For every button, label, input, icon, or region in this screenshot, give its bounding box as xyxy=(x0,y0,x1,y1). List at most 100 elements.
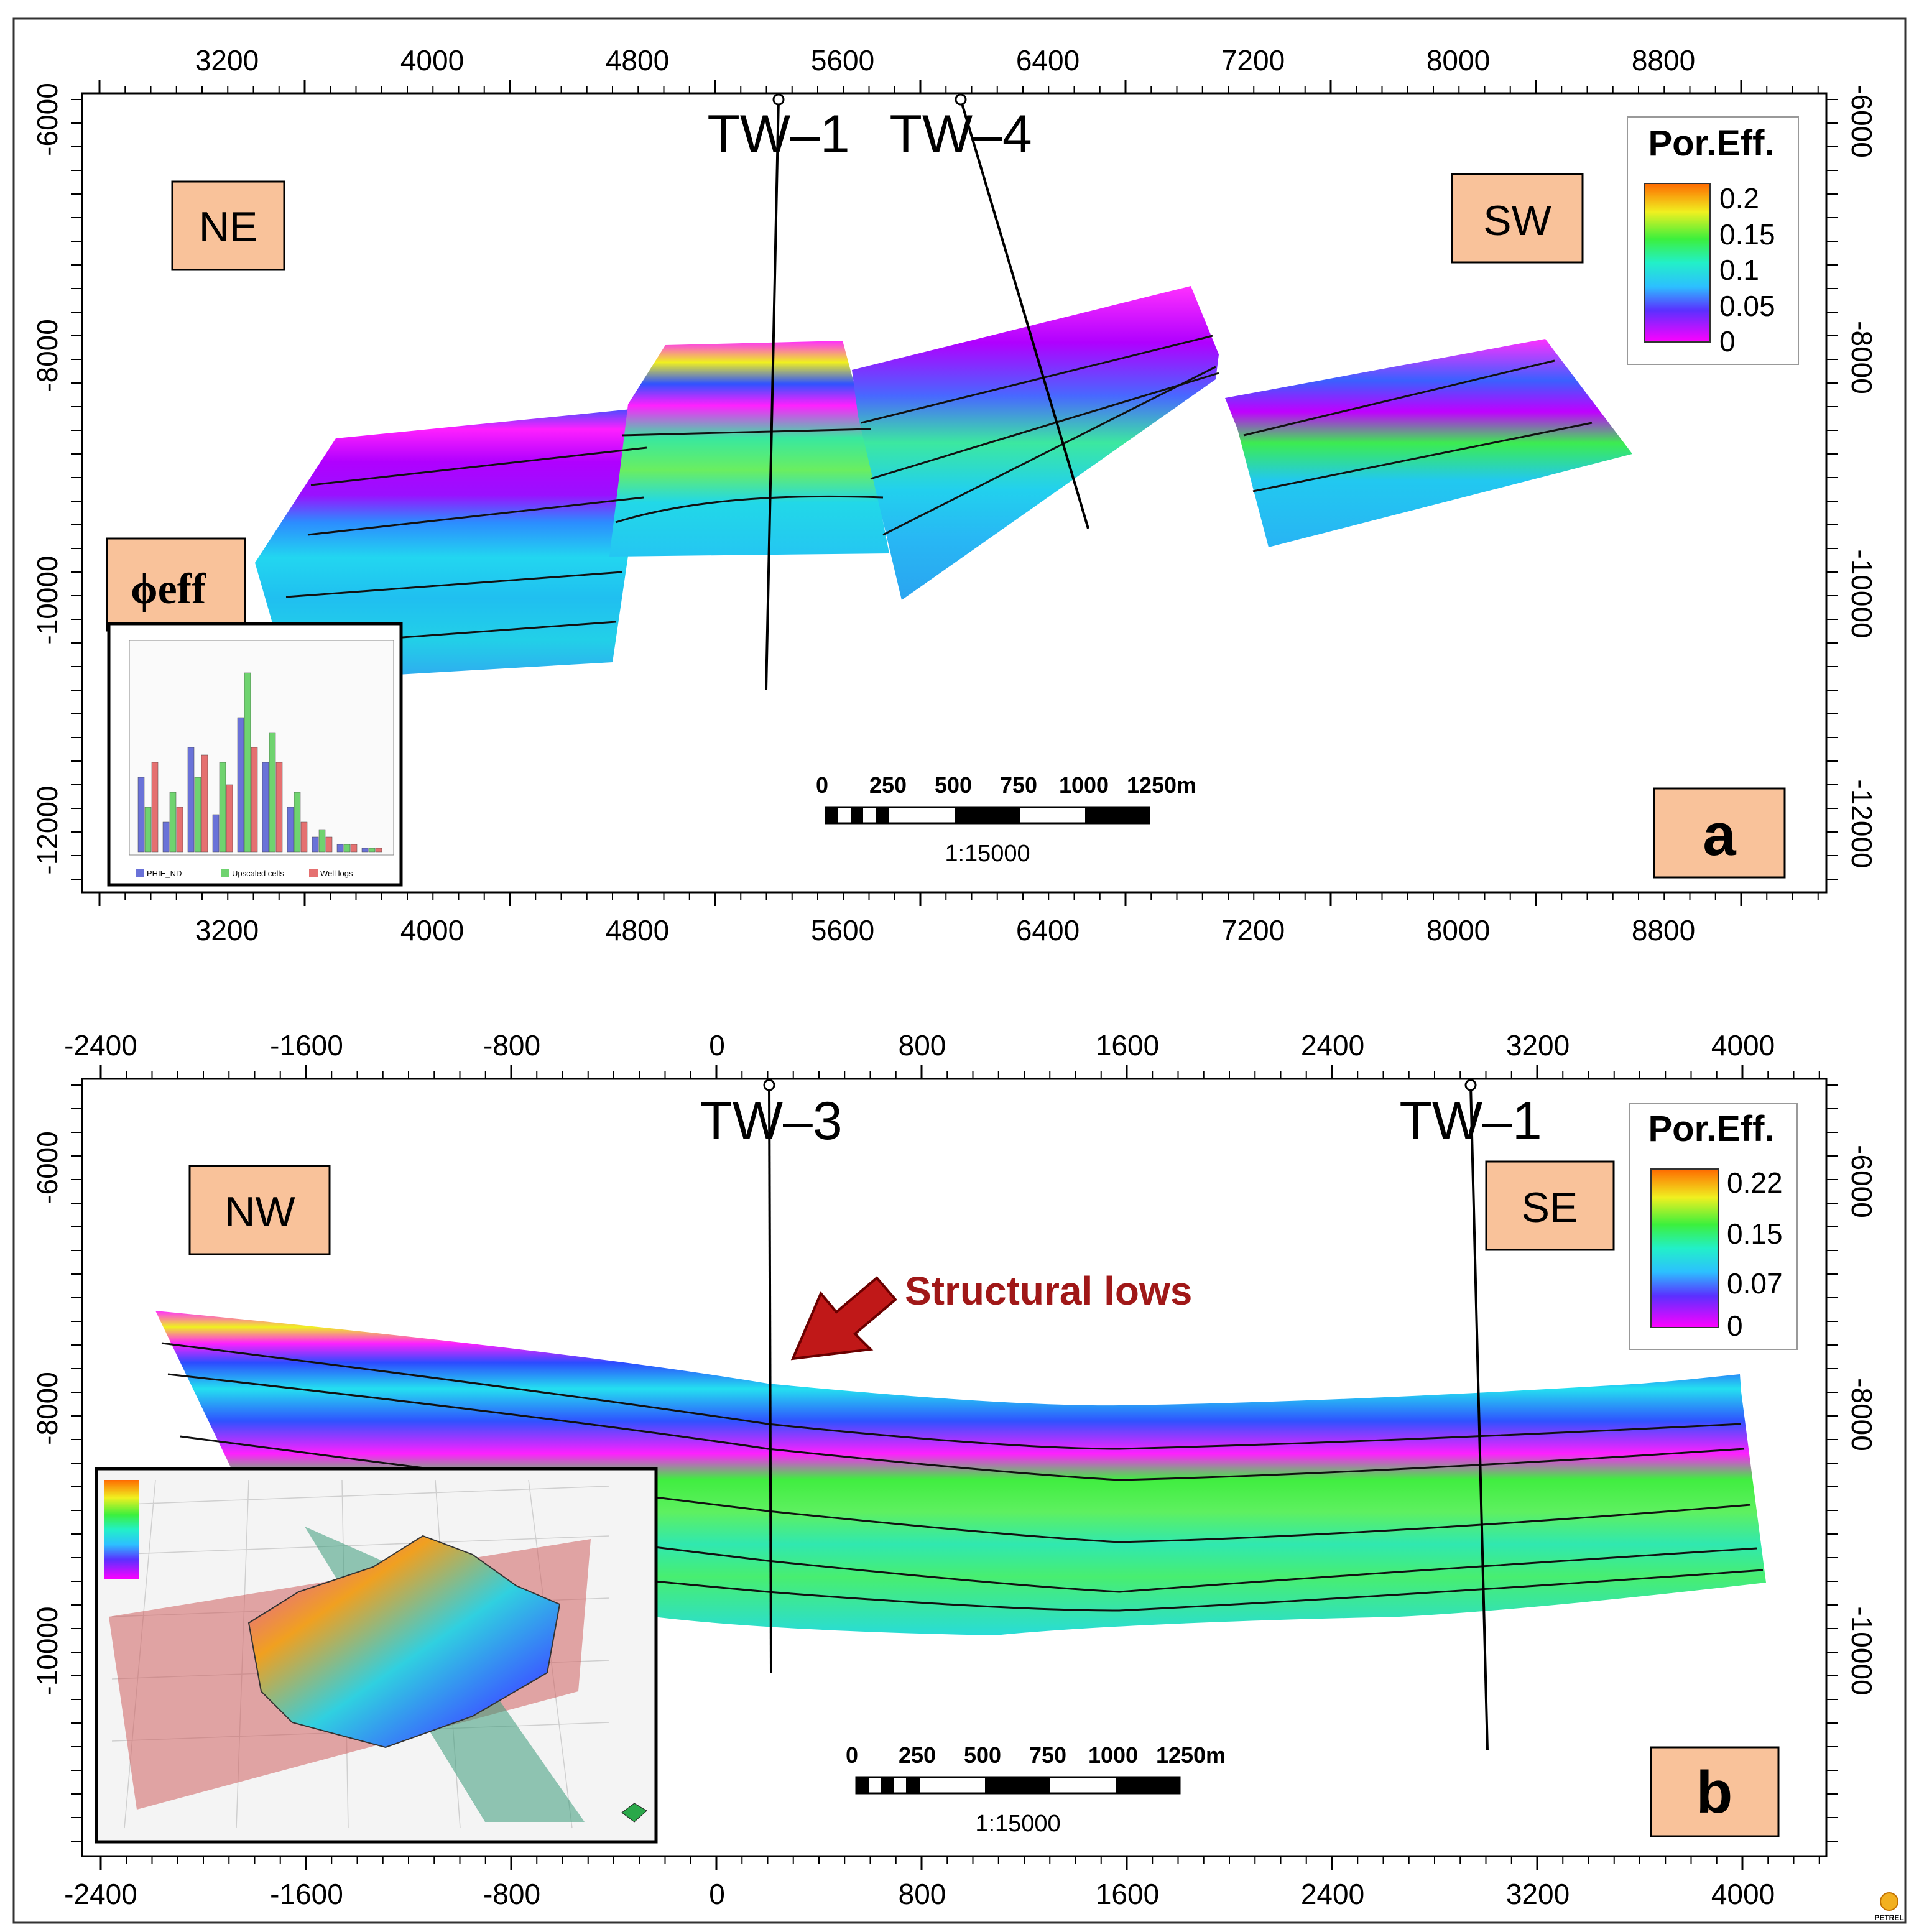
tick-label: -10000 xyxy=(31,1606,63,1695)
direction-label-ne: NE xyxy=(171,180,285,271)
tick-label: 4000 xyxy=(400,914,464,946)
panel-b-x-axis-bottom: -2400 -1600 -800 0 800 1600 2400 3200 40… xyxy=(64,1878,1775,1910)
structural-lows-annotation: Structural lows xyxy=(790,1269,1192,1361)
tick-label: -6000 xyxy=(1846,1145,1878,1218)
scale-bar-b: 0 250 500 750 1000 1250m 1:15000 xyxy=(846,1742,1226,1837)
tick-label: 4800 xyxy=(606,44,669,76)
panel-b-y-axis-left: -6000 -8000 -10000 xyxy=(31,1131,63,1695)
tick-label: -8000 xyxy=(31,1372,63,1445)
scale-tick: 250 xyxy=(899,1742,936,1768)
legend-title: Por.Eff. xyxy=(1648,123,1774,164)
tick-label: -10000 xyxy=(31,555,63,644)
histogram-bar xyxy=(251,747,258,853)
legend-tick: 0.15 xyxy=(1719,218,1775,251)
legend-tick: 0 xyxy=(1727,1310,1743,1342)
histogram-bar xyxy=(187,747,195,853)
direction-label-se: SE xyxy=(1485,1160,1615,1251)
scale-bar-a: 0 250 500 750 1000 1250m 1:15000 xyxy=(816,772,1196,867)
panel-letter-b: b xyxy=(1650,1746,1780,1837)
hist-legend-swatch xyxy=(136,869,144,877)
tick-label: 8000 xyxy=(1427,44,1490,76)
panel-a-wells: TW–1 TW–4 xyxy=(707,93,1089,691)
well-label-tw4: TW–4 xyxy=(889,104,1032,164)
model-3d-inset xyxy=(95,1467,658,1844)
panel-letter-a: a xyxy=(1653,787,1786,879)
histogram-bar xyxy=(226,784,233,853)
legend-colorbar xyxy=(1650,1168,1719,1328)
histogram-bar xyxy=(194,777,201,853)
scale-tick: 750 xyxy=(1029,1742,1066,1768)
tick-label: -10000 xyxy=(1846,549,1878,638)
tick-label: 4000 xyxy=(400,44,464,76)
scale-tick: 0 xyxy=(846,1742,858,1768)
tick-label: -1600 xyxy=(270,1029,343,1061)
tick-label: -2400 xyxy=(64,1029,137,1061)
hist-legend-swatch xyxy=(309,869,318,877)
scale-tick: 1250m xyxy=(1127,772,1196,798)
phi-eff-label: ϕeff xyxy=(106,537,246,632)
scale-tick: 500 xyxy=(935,772,972,798)
panel-b-wells: TW–3 TW–1 xyxy=(700,1079,1542,1751)
svg-text:SW: SW xyxy=(1483,197,1551,244)
panel-a-x-axis-bottom: 3200 4000 4800 5600 6400 7200 8000 8800 xyxy=(195,914,1695,946)
panel-a-porosity-section xyxy=(255,286,1632,681)
tick-label: 0 xyxy=(709,1878,725,1910)
scale-ratio: 1:15000 xyxy=(945,841,1030,867)
legend-tick: 0.2 xyxy=(1719,182,1759,215)
fault-block-2 xyxy=(609,341,889,557)
scale-tick: 1000 xyxy=(1088,1742,1138,1768)
scale-tick: 0 xyxy=(816,772,828,798)
histogram-bar xyxy=(294,792,301,853)
tick-label: 5600 xyxy=(811,44,874,76)
tick-label: 800 xyxy=(899,1029,946,1061)
svg-text:NW: NW xyxy=(224,1188,295,1236)
histogram-bar xyxy=(162,821,170,853)
tick-label: 0 xyxy=(709,1029,725,1061)
tick-label: 2400 xyxy=(1301,1029,1364,1061)
well-head-marker xyxy=(772,93,785,106)
tick-label: -800 xyxy=(483,1029,540,1061)
svg-text:NE: NE xyxy=(199,203,257,251)
tick-label: 6400 xyxy=(1016,914,1080,946)
porosity-legend-a: Por.Eff. 0.2 0.15 0.1 0.05 0 xyxy=(1627,116,1799,365)
histogram-bar xyxy=(275,762,283,853)
legend-title: Por.Eff. xyxy=(1648,1109,1774,1149)
well-head-marker xyxy=(1464,1079,1477,1091)
tick-label: 4800 xyxy=(606,914,669,946)
panel-a-y-axis-left: -6000 -8000 -10000 -12000 xyxy=(31,83,63,874)
direction-label-nw: NW xyxy=(188,1165,331,1255)
tick-label: 800 xyxy=(899,1878,946,1910)
tick-label: -10000 xyxy=(1846,1606,1878,1695)
panel-a-x-axis-top: 3200 4000 4800 5600 6400 7200 8000 8800 xyxy=(195,44,1695,76)
hist-legend-label: Upscaled cells xyxy=(232,869,284,878)
histogram-bar xyxy=(144,807,152,853)
petrel-logo-icon xyxy=(1880,1892,1898,1911)
tick-label: 1600 xyxy=(1096,1878,1159,1910)
fault-block-1 xyxy=(255,407,650,681)
well-trajectory-tw1 xyxy=(1469,1084,1489,1751)
hist-legend-label: PHIE_ND xyxy=(147,869,182,878)
panel-b-y-axis-right: -6000 -8000 -10000 xyxy=(1846,1145,1878,1695)
tick-label: 4000 xyxy=(1711,1878,1775,1910)
reservoir-model xyxy=(247,1535,561,1749)
figure-border xyxy=(12,17,1907,1924)
hist-legend-swatch xyxy=(221,869,229,877)
legend-tick: 0.15 xyxy=(1727,1218,1783,1250)
histogram-bar xyxy=(219,762,226,853)
panel-b: -2400 -1600 -800 0 800 1600 2400 3200 40… xyxy=(31,1029,1878,1910)
well-trajectory-tw1 xyxy=(765,99,780,691)
tick-label: 8800 xyxy=(1632,44,1695,76)
histogram-bar xyxy=(244,672,251,853)
well-trajectory-tw3 xyxy=(768,1084,772,1673)
tick-label: -6000 xyxy=(1846,85,1878,158)
well-head-marker xyxy=(763,1079,775,1091)
histogram-bar xyxy=(212,814,220,853)
svg-text:a: a xyxy=(1703,802,1736,868)
tick-label: 1600 xyxy=(1096,1029,1159,1061)
orientation-icon xyxy=(621,1803,647,1823)
tick-label: -2400 xyxy=(64,1878,137,1910)
panel-a: 3200 4000 4800 5600 6400 7200 8000 8800 … xyxy=(31,44,1878,946)
panel-b-x-axis-top: -2400 -1600 -800 0 800 1600 2400 3200 40… xyxy=(64,1029,1775,1061)
tick-label: -12000 xyxy=(1846,779,1878,868)
